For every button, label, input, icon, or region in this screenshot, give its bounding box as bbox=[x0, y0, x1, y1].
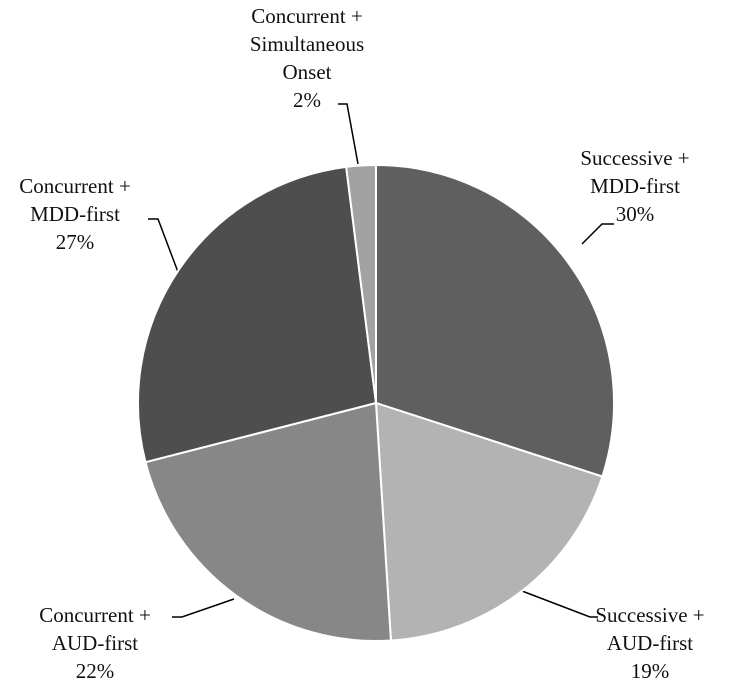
label-line: MDD-first bbox=[590, 174, 680, 198]
leader-line bbox=[521, 590, 598, 618]
pie bbox=[137, 163, 615, 642]
pie-slice bbox=[345, 163, 377, 404]
pie-slice bbox=[144, 401, 393, 642]
pie-slice bbox=[137, 165, 378, 464]
pie-slice bbox=[375, 163, 615, 478]
slice-label: Successive + MDD-first 30% bbox=[580, 146, 689, 226]
value-label: 19% bbox=[631, 659, 670, 683]
leader-line bbox=[172, 598, 235, 618]
slice-label: Successive + AUD-first 19% bbox=[595, 603, 704, 683]
leader-line bbox=[338, 103, 359, 165]
value-label: 2% bbox=[293, 88, 321, 112]
label-line: MDD-first bbox=[30, 202, 120, 226]
label-line: Concurrent + bbox=[251, 4, 363, 28]
value-label: 27% bbox=[56, 230, 95, 254]
value-label: 30% bbox=[616, 202, 655, 226]
label-line: Successive + bbox=[580, 146, 689, 170]
leader-line bbox=[581, 223, 614, 245]
value-label: 22% bbox=[76, 659, 115, 683]
label-line: Successive + bbox=[595, 603, 704, 627]
pie-slice bbox=[374, 401, 604, 642]
leader-line bbox=[148, 218, 179, 273]
label-line: Concurrent + bbox=[39, 603, 151, 627]
slice-label: Concurrent + Simultaneous Onset 2% bbox=[250, 4, 364, 112]
slice-label: Concurrent + MDD-first 27% bbox=[19, 174, 131, 254]
slice-label: Concurrent + AUD-first 22% bbox=[39, 603, 151, 683]
label-line: Simultaneous bbox=[250, 32, 364, 56]
label-line: Concurrent + bbox=[19, 174, 131, 198]
label-line: Onset bbox=[283, 60, 332, 84]
label-line: AUD-first bbox=[607, 631, 693, 655]
label-line: AUD-first bbox=[52, 631, 138, 655]
